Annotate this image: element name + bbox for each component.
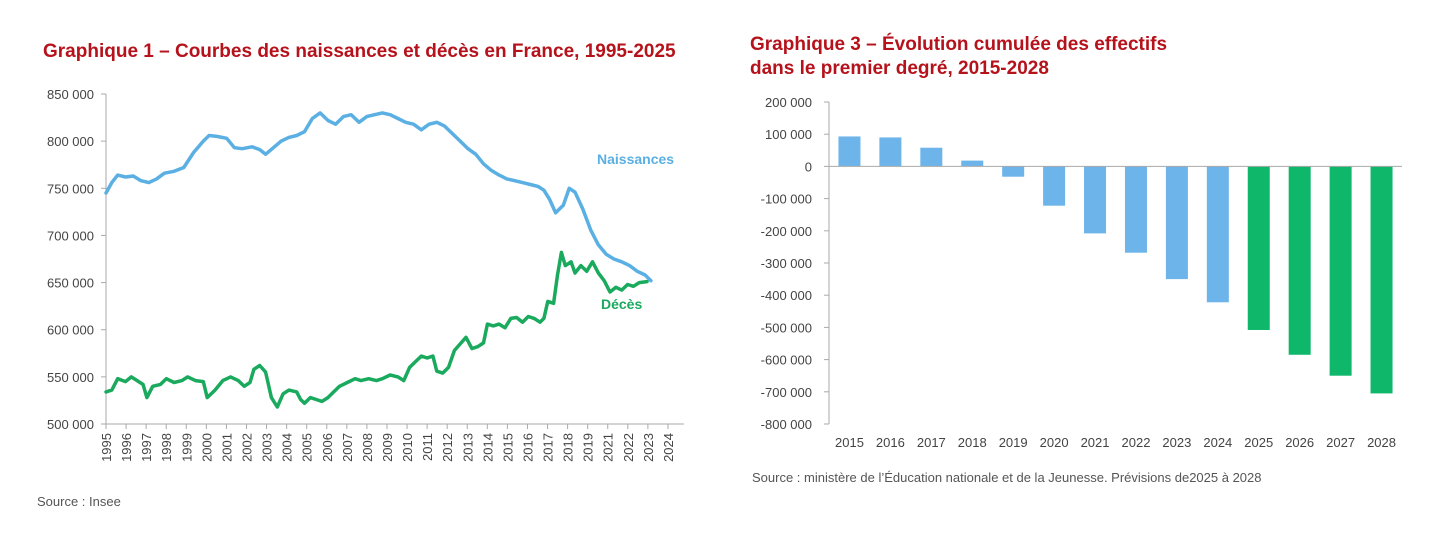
chart1-x-tick-label: 2001 xyxy=(219,433,234,462)
bar-2018 xyxy=(961,160,984,167)
deces-line xyxy=(104,250,649,409)
chart1-x-tick-label: 1999 xyxy=(179,433,194,462)
chart1-x-tick-label: 1996 xyxy=(119,433,134,462)
bar-2027 xyxy=(1329,166,1352,376)
chart1-x-tick-label: 2007 xyxy=(340,433,355,462)
chart3-y-tick-label: -400 000 xyxy=(761,288,812,303)
chart1-x-tick-label: 2006 xyxy=(320,433,335,462)
chart1-x-tick-label: 1998 xyxy=(159,433,174,462)
chart1-x-tick-label: 2015 xyxy=(500,433,515,462)
chart3-x-tick-label: 2016 xyxy=(876,435,905,450)
chart3-title-line2: dans le premier degré, 2015-2028 xyxy=(750,58,1049,79)
chart3-source: Source : ministère de l’Éducation nation… xyxy=(752,470,1262,485)
chart1-x-tick-label: 2019 xyxy=(581,433,596,462)
chart1-y-tick-label: 750 000 xyxy=(47,181,94,196)
chart1-y-tick-label: 800 000 xyxy=(47,134,94,149)
bar-2020 xyxy=(1043,166,1066,206)
chart3-x-tick-label: 2017 xyxy=(917,435,946,450)
chart3-title-line1: Graphique 3 – Évolution cumulée des effe… xyxy=(750,34,1168,55)
bar-2019 xyxy=(1002,166,1025,177)
chart3-x-tick-label: 2024 xyxy=(1203,435,1232,450)
chart3-x-tick-label: 2015 xyxy=(835,435,864,450)
chart1-x-tick-label: 2012 xyxy=(440,433,455,462)
chart3-y-tick-label: -500 000 xyxy=(761,320,812,335)
chart1-y-tick-label: 850 000 xyxy=(47,87,94,102)
chart1-x-tick-label: 2003 xyxy=(260,433,275,462)
chart1-x-tick-label: 2004 xyxy=(280,433,295,462)
chart1-x-tick-label: 2005 xyxy=(300,433,315,462)
chart1-x-tick-label: 2013 xyxy=(460,433,475,462)
naissances-label: Naissances xyxy=(597,151,674,167)
chart3-x-tick-label: 2027 xyxy=(1326,435,1355,450)
bar-2016 xyxy=(879,137,902,167)
chart3-y-tick-label: 200 000 xyxy=(765,95,812,110)
chart1-x-tick-label: 2014 xyxy=(480,433,495,462)
chart1-y-tick-label: 600 000 xyxy=(47,323,94,338)
chart1-x-tick-label: 2018 xyxy=(561,433,576,462)
chart1-x-tick-label: 2021 xyxy=(601,433,616,462)
chart3-y-tick-label: 100 000 xyxy=(765,127,812,142)
chart1-x-tick-label: 2010 xyxy=(400,433,415,462)
chart1-title: Graphique 1 – Courbes des naissances et … xyxy=(43,41,676,62)
chart3-y-tick-label: 0 xyxy=(805,159,812,174)
bar-2023 xyxy=(1165,166,1188,280)
bar-2024 xyxy=(1206,166,1229,303)
chart1-x-tick-label: 2000 xyxy=(199,433,214,462)
bar-2025 xyxy=(1247,166,1270,330)
chart3-x-tick-label: 2028 xyxy=(1367,435,1396,450)
chart1-x-tick-label: 2011 xyxy=(420,433,435,461)
chart3-y-tick-label: -600 000 xyxy=(761,353,812,368)
chart1-x-tick-label: 2008 xyxy=(360,433,375,462)
deces-label: Décès xyxy=(601,296,642,312)
chart1-x-tick-label: 2022 xyxy=(621,433,636,462)
chart3-x-tick-label: 2025 xyxy=(1244,435,1273,450)
chart1-x-tick-label: 2024 xyxy=(661,433,676,462)
bar-2026 xyxy=(1288,166,1311,355)
chart3-x-tick-label: 2026 xyxy=(1285,435,1314,450)
bar-2017 xyxy=(920,147,943,167)
chart3-x-tick-label: 2019 xyxy=(999,435,1028,450)
bar-2021 xyxy=(1084,166,1107,234)
bar-2022 xyxy=(1124,166,1147,253)
chart3-title: Graphique 3 – Évolution cumulée des effe… xyxy=(750,33,1167,81)
chart3-x-tick-label: 2021 xyxy=(1081,435,1110,450)
bar-2028 xyxy=(1370,166,1393,394)
naissances-line xyxy=(104,111,653,283)
chart3-x-tick-label: 2018 xyxy=(958,435,987,450)
chart3-x-tick-label: 2023 xyxy=(1162,435,1191,450)
chart3-y-tick-label: -100 000 xyxy=(761,192,812,207)
chart1-y-tick-label: 700 000 xyxy=(47,228,94,243)
chart1-y-tick-label: 550 000 xyxy=(47,370,94,385)
chart3-y-tick-label: -200 000 xyxy=(761,224,812,239)
chart3-y-tick-label: -300 000 xyxy=(761,256,812,271)
chart1-y-tick-label: 500 000 xyxy=(47,417,94,432)
chart3-y-tick-label: -800 000 xyxy=(761,417,812,432)
chart1-x-tick-label: 2023 xyxy=(641,433,656,462)
chart1-x-tick-label: 1995 xyxy=(99,433,114,462)
chart1-y-tick-label: 650 000 xyxy=(47,276,94,291)
chart1-x-tick-label: 2016 xyxy=(520,433,535,462)
bar-2015 xyxy=(838,136,861,167)
chart3-x-tick-label: 2022 xyxy=(1122,435,1151,450)
chart1-source: Source : Insee xyxy=(37,494,121,509)
chart3-x-tick-label: 2020 xyxy=(1040,435,1069,450)
chart1-x-tick-label: 1997 xyxy=(139,433,154,462)
chart1-x-tick-label: 2002 xyxy=(239,433,254,462)
chart1-x-tick-label: 2009 xyxy=(380,433,395,462)
chart3-y-tick-label: -700 000 xyxy=(761,385,812,400)
chart1-x-tick-label: 2017 xyxy=(541,433,556,462)
